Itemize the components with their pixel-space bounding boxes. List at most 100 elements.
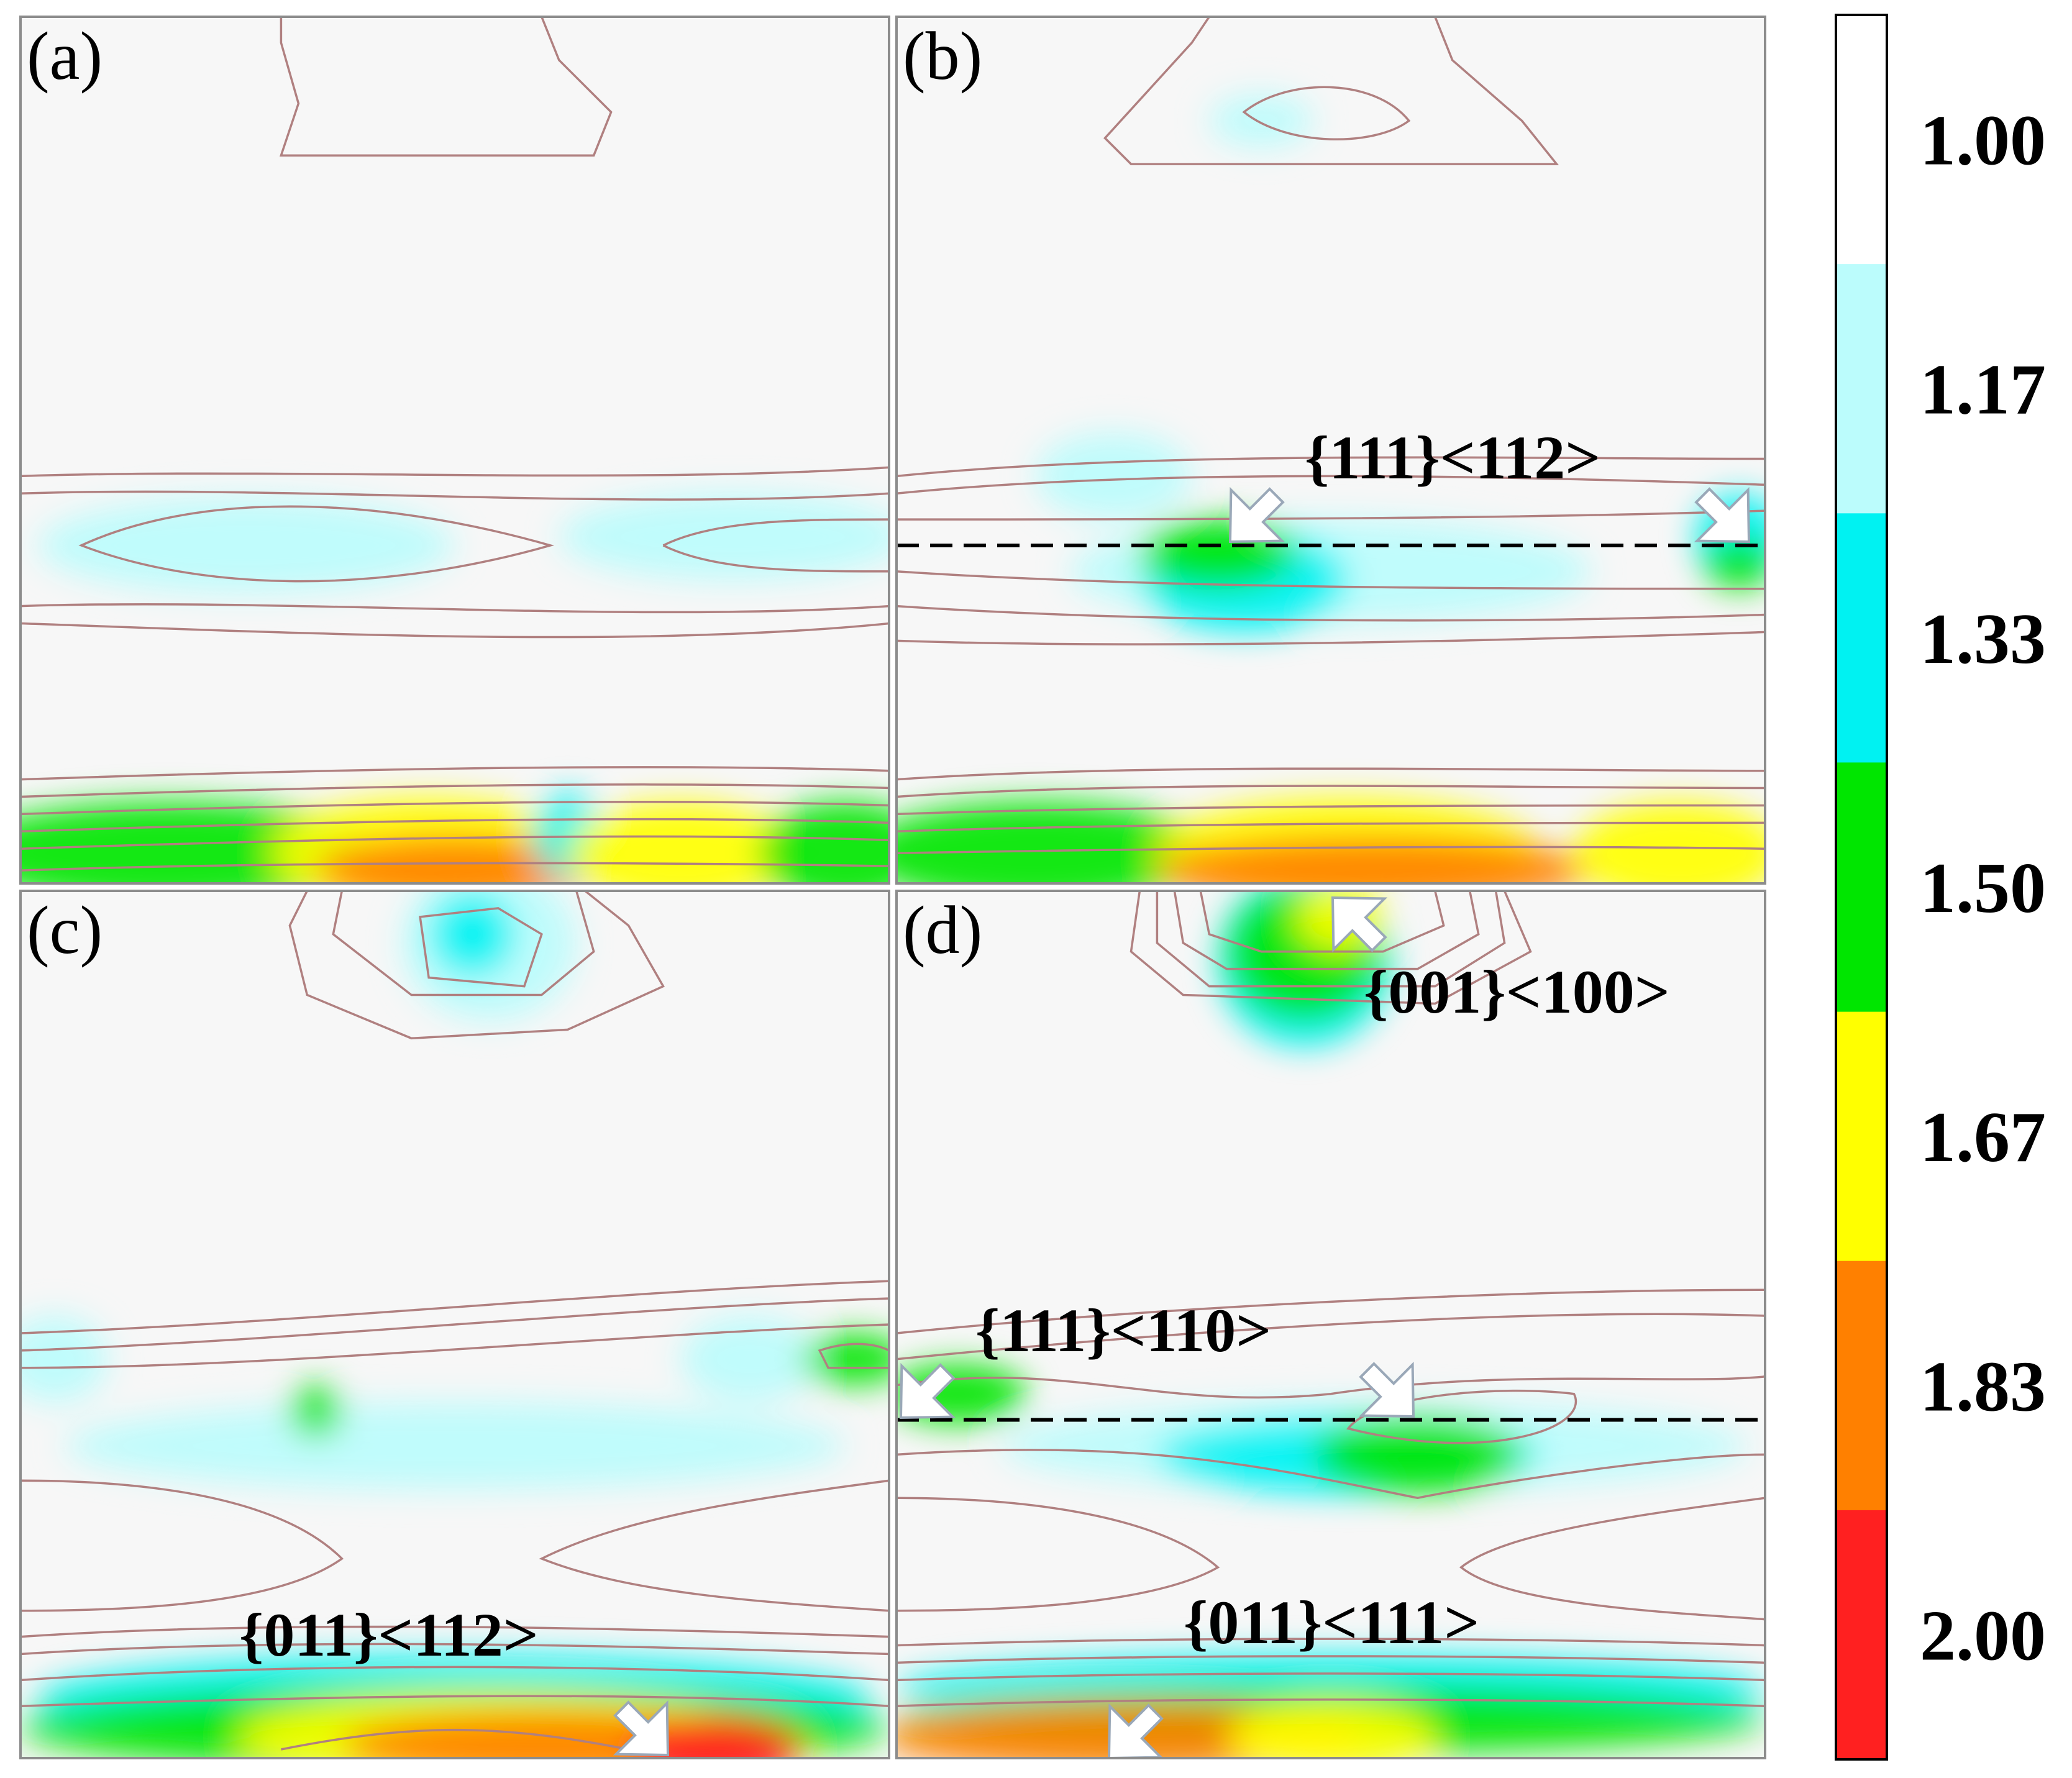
intensity-blob-2 xyxy=(21,1316,107,1403)
colorbar-tick-5: 1.83 xyxy=(1920,1347,2046,1426)
contour-line-5 xyxy=(897,1313,1765,1361)
contour-line-7 xyxy=(897,631,1765,645)
contour-line-6 xyxy=(818,1343,889,1369)
colorbar-frame xyxy=(1835,14,1888,1761)
panel-d-frame xyxy=(895,890,1766,1759)
intensity-blob-7 xyxy=(897,801,1210,883)
panel-a-contour-lines xyxy=(21,17,889,872)
contour-line-12 xyxy=(21,1695,889,1707)
colorbar-tick-2: 1.33 xyxy=(1920,600,2046,679)
contour-line-2 xyxy=(1173,891,1480,970)
colorbar-tick-6: 2.00 xyxy=(1920,1596,2046,1675)
intensity-blob-5 xyxy=(802,1333,889,1385)
contour-line-0 xyxy=(288,891,665,1040)
contour-line-14 xyxy=(897,1698,1765,1707)
contour-line-9 xyxy=(897,785,1765,798)
panel-d: {001}<100> {111}<110> {011}<111> (d) xyxy=(895,890,1766,1760)
contour-line-11 xyxy=(21,1666,889,1682)
contour-line-13 xyxy=(21,862,889,872)
contour-line-13 xyxy=(281,1728,629,1751)
contour-line-4 xyxy=(897,509,1765,521)
annotation-label-2: {011}<111> xyxy=(1184,1588,1479,1657)
contour-line-8 xyxy=(539,1479,889,1612)
colorbar-band-0 xyxy=(1836,15,1887,265)
panel-b-contour-lines xyxy=(897,17,1765,854)
contour-line-1 xyxy=(1242,86,1411,140)
panel-b-background xyxy=(897,17,1765,883)
contour-line-5 xyxy=(897,570,1765,590)
contour-line-5 xyxy=(21,1323,889,1369)
contour-line-2 xyxy=(897,456,1765,478)
contour-line-7 xyxy=(21,622,889,639)
colorbar: 1.00 1.17 1.33 1.50 1.67 1.83 2.00 xyxy=(1835,14,2046,1761)
panel-c-annotations: {011}<112> xyxy=(239,1600,670,1757)
contour-line-7 xyxy=(21,1479,344,1612)
panel-c-letter: (c) xyxy=(27,892,103,968)
contour-line-6 xyxy=(897,604,1765,622)
panel-b-frame xyxy=(895,16,1766,885)
contour-line-0 xyxy=(279,17,613,157)
contour-line-3 xyxy=(1199,891,1445,953)
contour-line-3 xyxy=(78,505,555,583)
contour-line-10 xyxy=(21,800,889,816)
pointer-arrow-3 xyxy=(1107,1703,1164,1760)
annotation-label-0: {111}<112> xyxy=(1305,423,1600,492)
annotation-label-0: {011}<112> xyxy=(239,1600,539,1669)
contour-line-12 xyxy=(21,835,889,850)
panel-c-frame xyxy=(19,890,890,1759)
annotation-label-1: {111}<110> xyxy=(975,1296,1271,1365)
colorbar-band-6 xyxy=(1836,1510,1887,1760)
contour-line-8 xyxy=(897,767,1765,781)
intensity-blob-4 xyxy=(680,1316,820,1403)
panel-c: {011}<112> (c) xyxy=(19,890,890,1759)
contour-line-9 xyxy=(897,1497,1220,1612)
colorbar-tick-0: 1.00 xyxy=(1920,101,2046,181)
contour-line-12 xyxy=(897,1655,1765,1664)
contour-line-1 xyxy=(332,891,595,996)
contour-line-9 xyxy=(21,1625,889,1638)
contour-line-11 xyxy=(21,818,889,833)
contour-line-1 xyxy=(1156,891,1506,988)
contour-line-5 xyxy=(662,544,889,573)
colorbar-band-1 xyxy=(1836,264,1887,514)
colorbar-band-2 xyxy=(1836,513,1887,763)
contour-line-12 xyxy=(897,846,1765,854)
pointer-arrow-0 xyxy=(1331,896,1388,953)
contour-line-4 xyxy=(897,1288,1765,1334)
panel-b: {111}<112> (b) xyxy=(895,16,1766,885)
panel-d-letter: (d) xyxy=(903,892,982,968)
colorbar-band-3 xyxy=(1836,762,1887,1012)
intensity-blob-10 xyxy=(1226,1702,1435,1758)
panel-a-background xyxy=(21,17,889,883)
intensity-blob-3 xyxy=(63,1402,846,1490)
contour-line-13 xyxy=(897,1672,1765,1682)
colorbar-tick-labels: 1.00 1.17 1.33 1.50 1.67 1.83 2.00 xyxy=(1920,101,2046,1676)
contour-line-4 xyxy=(21,1297,889,1352)
panel-a: (a) xyxy=(19,16,890,885)
colorbar-band-4 xyxy=(1836,1011,1887,1262)
contour-line-0 xyxy=(1130,891,1532,1005)
intensity-blob-10 xyxy=(1574,801,1765,883)
contour-line-11 xyxy=(897,1638,1765,1647)
panel-b-letter: (b) xyxy=(903,18,982,94)
intensity-blob-0 xyxy=(1035,432,1192,520)
contour-line-8 xyxy=(21,766,889,781)
intensity-blob-11 xyxy=(628,1715,803,1758)
intensity-blob-0 xyxy=(38,498,455,593)
contour-line-11 xyxy=(897,821,1765,833)
colorbar-bands xyxy=(1836,15,1887,1760)
intensity-blob-1 xyxy=(559,493,889,580)
contour-line-9 xyxy=(21,783,889,798)
panel-c-contour-lines xyxy=(21,891,889,1751)
pointer-arrow-2 xyxy=(1358,1361,1415,1418)
colorbar-tick-1: 1.17 xyxy=(1920,350,2046,430)
annotation-label-0: {001}<100> xyxy=(1364,957,1670,1026)
contour-line-3 xyxy=(897,475,1765,495)
pointer-arrow-0 xyxy=(613,1700,670,1757)
contour-line-0 xyxy=(1103,17,1559,165)
contour-line-10 xyxy=(1459,1497,1765,1621)
colorbar-band-5 xyxy=(1836,1261,1887,1511)
contour-line-1 xyxy=(21,466,889,478)
intensity-blob-6 xyxy=(1313,1415,1522,1494)
contour-line-2 xyxy=(419,907,543,988)
